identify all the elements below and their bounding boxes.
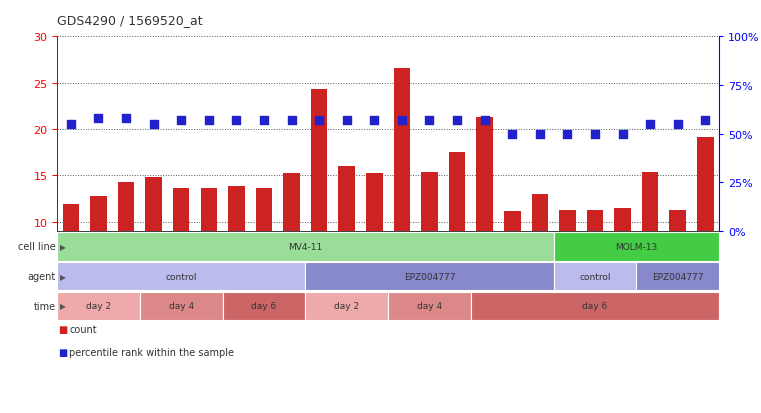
Text: ▶: ▶ [60,302,66,311]
Bar [62,204,79,314]
Text: day 6: day 6 [582,302,607,311]
Text: time: time [33,301,56,311]
Point [313,117,325,124]
Text: day 6: day 6 [251,302,276,311]
Bar [228,187,244,314]
Bar [449,153,465,314]
Text: EPZ004777: EPZ004777 [404,272,455,281]
Point [699,117,712,124]
Bar [670,210,686,314]
Bar [697,138,714,314]
Point [175,117,187,124]
Text: cell line: cell line [18,242,56,252]
Text: count: count [69,325,97,335]
Bar [642,173,658,314]
Bar [145,178,162,314]
Bar [256,189,272,314]
Text: day 2: day 2 [334,302,359,311]
Bar [366,174,383,314]
Point [589,131,601,138]
Bar [310,90,327,314]
Point [92,115,104,122]
Point [423,117,435,124]
Text: ■: ■ [59,347,68,357]
Text: ■: ■ [59,325,68,335]
Bar [559,211,575,314]
Bar [118,182,134,314]
Bar [587,210,603,314]
Text: control: control [165,272,197,281]
Point [202,117,215,124]
Point [285,117,298,124]
Bar [90,196,107,314]
Bar [200,189,217,314]
Point [231,117,243,124]
Point [672,121,684,128]
Text: day 4: day 4 [169,302,194,311]
Text: day 4: day 4 [417,302,442,311]
Text: day 2: day 2 [86,302,111,311]
Point [506,131,518,138]
Point [258,117,270,124]
Point [368,117,380,124]
Point [341,117,353,124]
Text: MOLM-13: MOLM-13 [615,242,658,251]
Text: control: control [579,272,611,281]
Point [65,121,77,128]
Bar [476,118,493,314]
Point [148,121,160,128]
Bar [504,212,521,314]
Point [396,117,408,124]
Bar [393,69,410,314]
Bar [283,174,300,314]
Text: ▶: ▶ [60,242,66,251]
Bar [339,166,355,314]
Point [616,131,629,138]
Bar [173,189,189,314]
Text: GDS4290 / 1569520_at: GDS4290 / 1569520_at [57,14,202,27]
Point [451,117,463,124]
Point [120,115,132,122]
Point [533,131,546,138]
Text: percentile rank within the sample: percentile rank within the sample [69,347,234,357]
Bar [531,194,548,314]
Bar [421,172,438,314]
Text: EPZ004777: EPZ004777 [652,272,703,281]
Text: MV4-11: MV4-11 [288,242,323,251]
Point [644,121,656,128]
Text: ▶: ▶ [60,272,66,281]
Point [562,131,574,138]
Bar [614,208,631,314]
Point [479,117,491,124]
Text: agent: agent [27,271,56,282]
